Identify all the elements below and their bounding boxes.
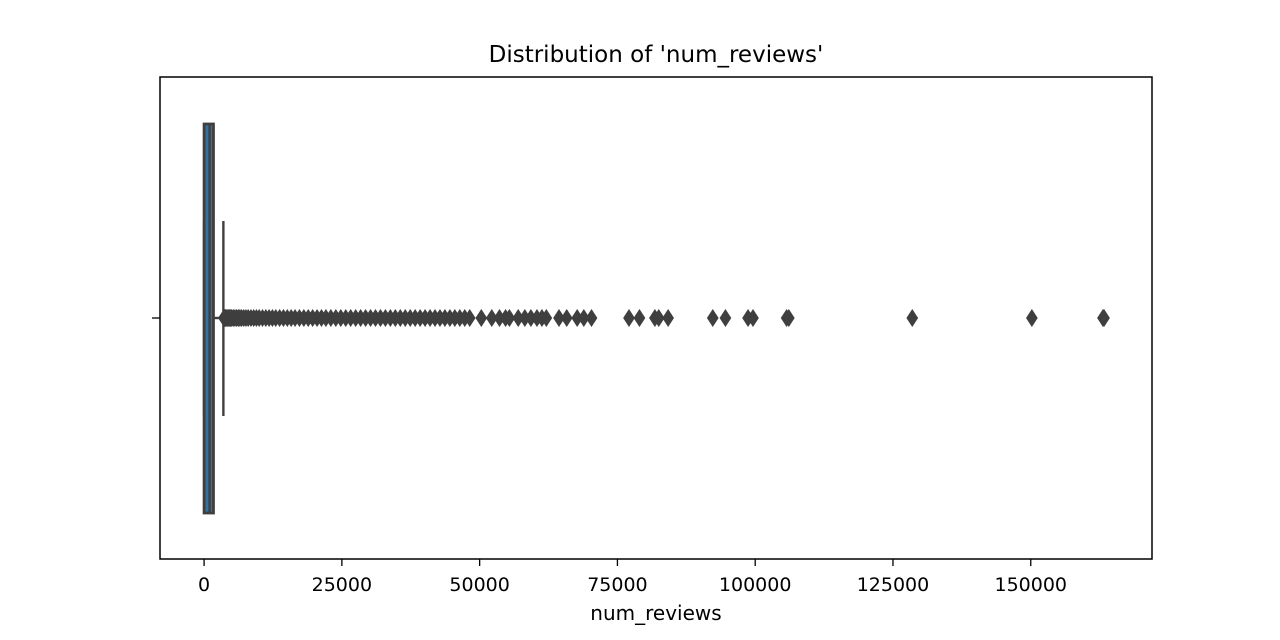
outlier-point [747, 308, 759, 328]
plot-area [202, 122, 1110, 515]
outlier-point [706, 308, 719, 328]
outlier-point [540, 308, 553, 328]
outlier-point [719, 308, 732, 328]
outlier-point [652, 308, 665, 328]
outlier-point [560, 308, 573, 328]
outlier-point [585, 308, 598, 328]
outlier-point [1098, 308, 1110, 328]
outlier-point [463, 308, 476, 328]
outlier-point [1026, 308, 1038, 328]
outlier-point [485, 308, 498, 328]
outlier-point [782, 308, 795, 328]
x-tick-label: 50000 [449, 574, 509, 596]
outlier-point [577, 308, 590, 328]
x-tick-label: 0 [198, 574, 210, 596]
outlier-point [475, 308, 488, 328]
outlier-point [623, 308, 635, 328]
outlier-point [633, 308, 646, 328]
outlier-point [906, 308, 919, 328]
x-tick-label: 100000 [719, 574, 792, 596]
chart-title: Distribution of 'num_reviews' [489, 42, 824, 68]
x-axis: 0 25000 50000 75000 100000 125000 150000 [198, 559, 1067, 596]
outlier-point [503, 308, 516, 328]
x-tick-label: 125000 [857, 574, 930, 596]
outlier-point [662, 308, 674, 328]
x-tick-label: 150000 [994, 574, 1067, 596]
outlier-point [553, 308, 565, 328]
x-axis-label: num_reviews [590, 601, 721, 625]
x-tick-label: 75000 [587, 574, 647, 596]
x-tick-label: 25000 [312, 574, 372, 596]
